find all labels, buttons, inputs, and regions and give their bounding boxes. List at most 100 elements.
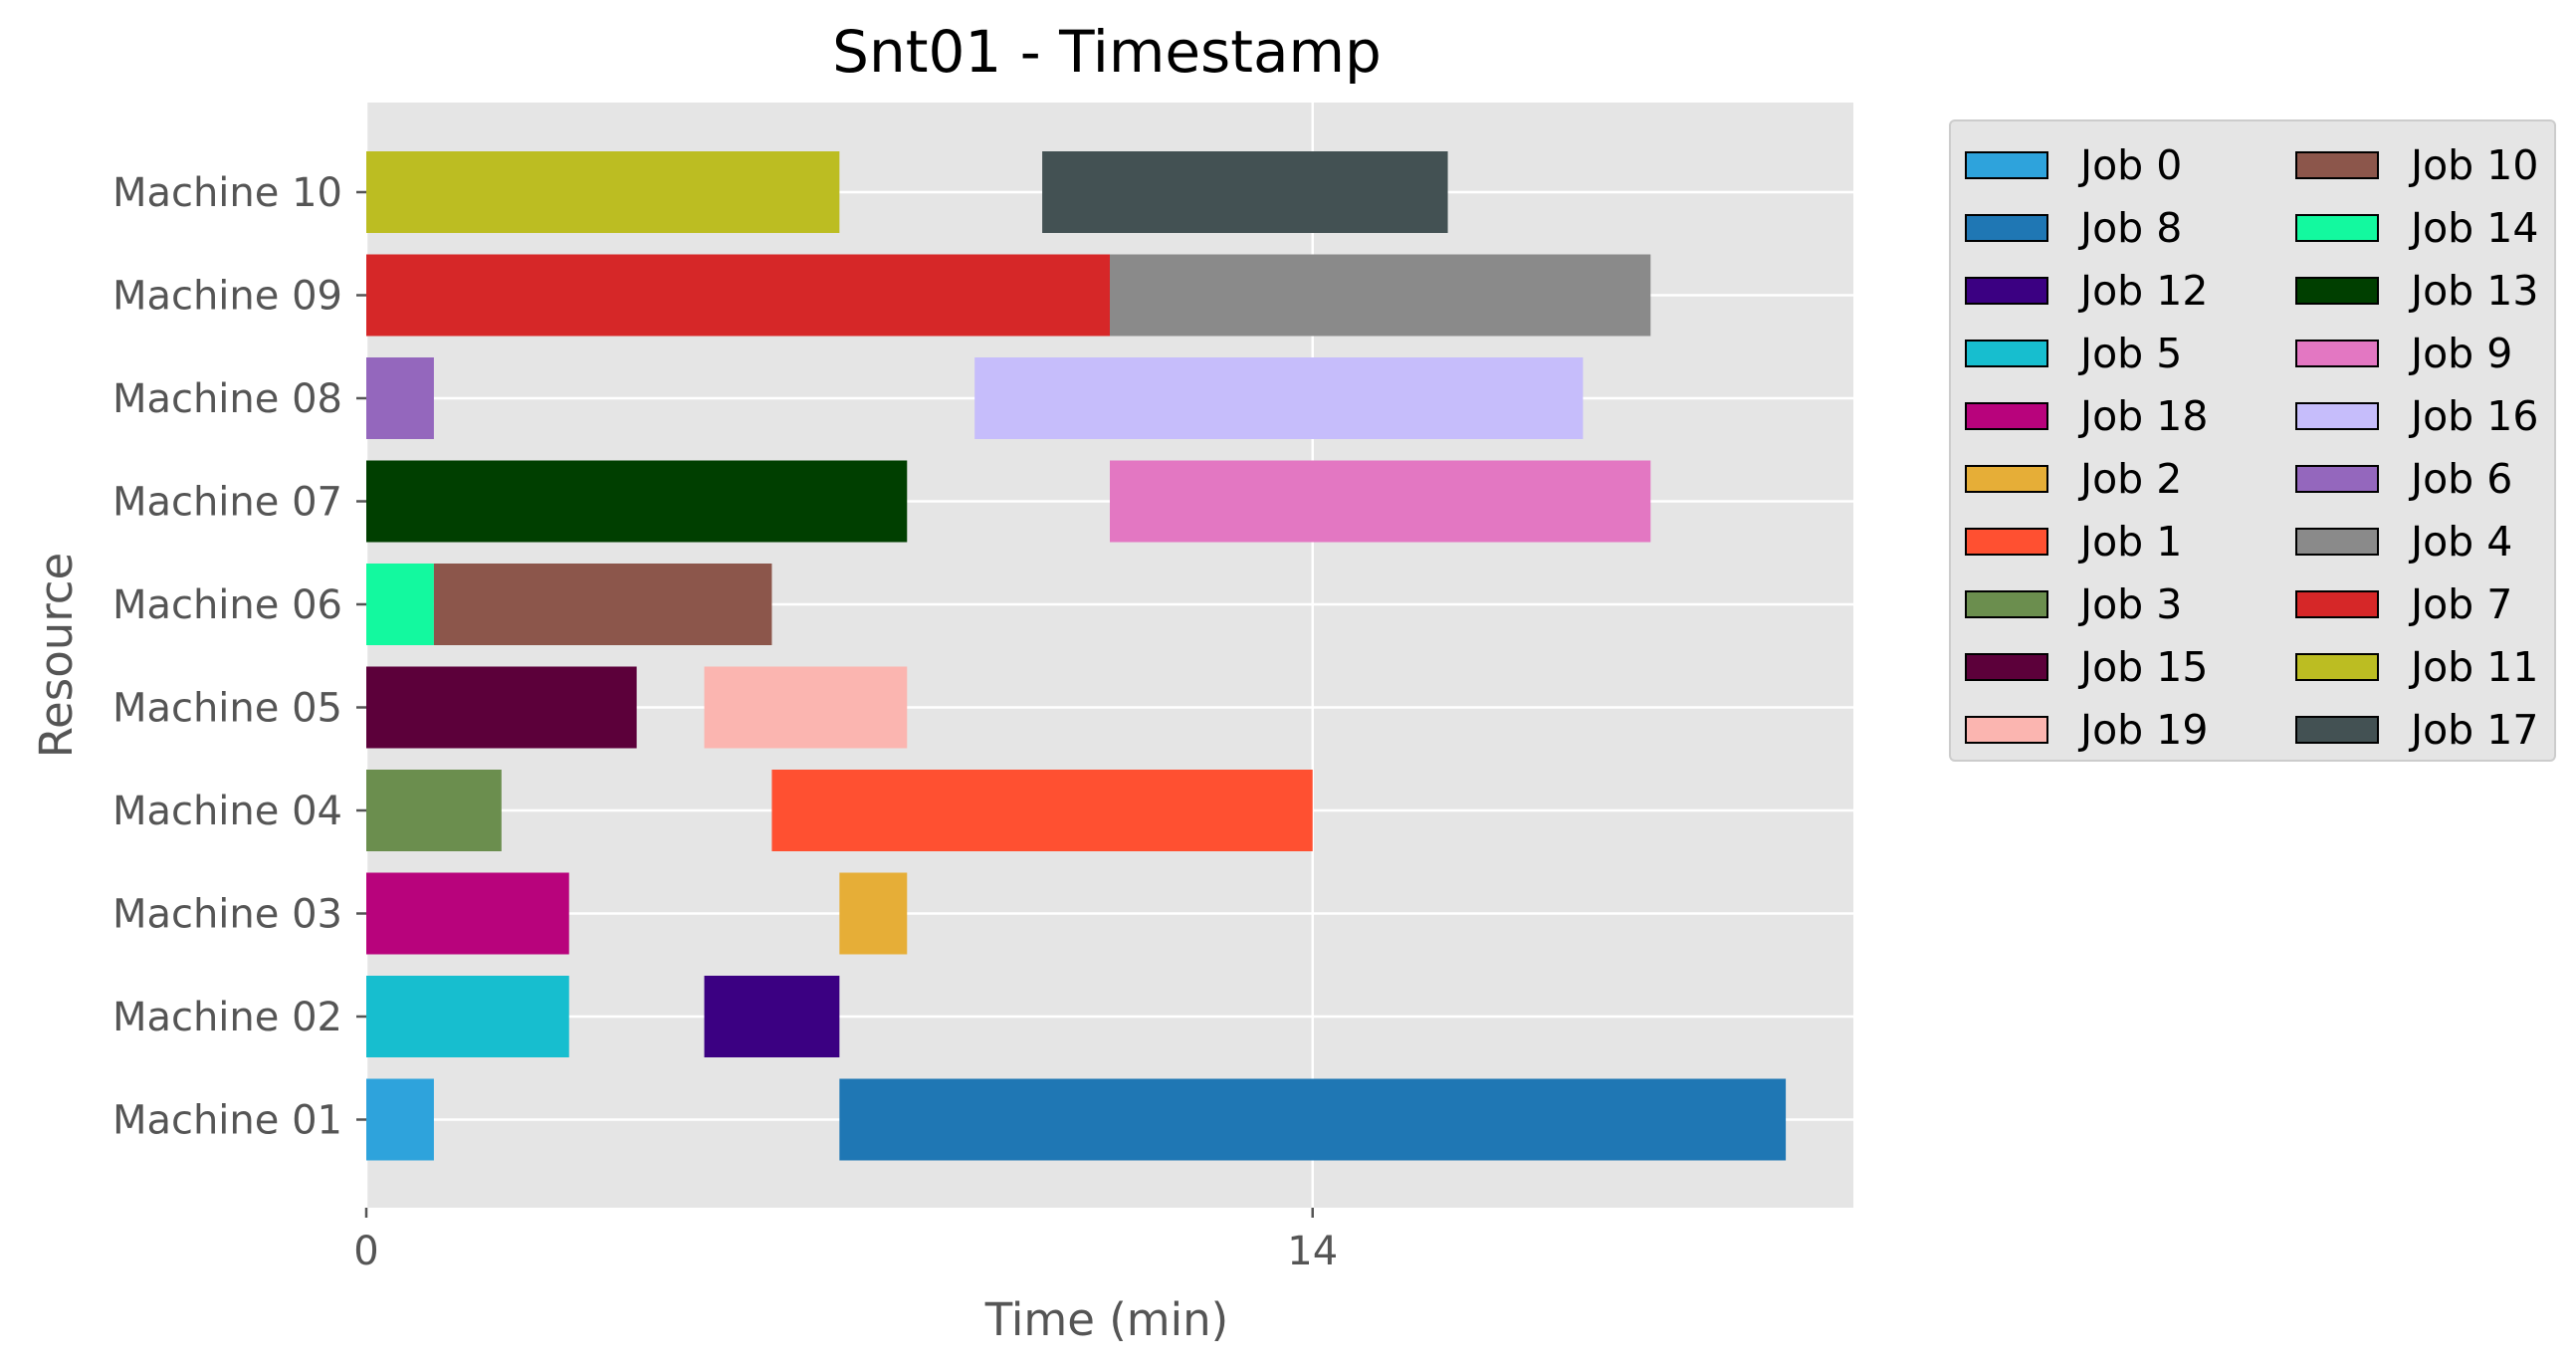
x-axis-label: Time (min) [984, 1293, 1228, 1346]
y-tick-label: Machine 04 [112, 789, 342, 834]
y-axis: Machine 01 Machine 02 Machine 03 Machine 04… [112, 170, 366, 1144]
legend-swatch [1965, 464, 2048, 493]
task-bar [704, 666, 908, 749]
y-tick-label: Machine 10 [112, 170, 342, 216]
legend-label: Job 8 [2080, 203, 2183, 252]
legend-label: Job 5 [2080, 329, 2183, 377]
y-tick-label: Machine 06 [112, 582, 342, 628]
legend-label: Job 1 [2080, 517, 2183, 566]
y-tick-label: Machine 09 [112, 274, 342, 320]
legend-item: Job 19 [1965, 698, 2295, 761]
task-bar [366, 151, 840, 233]
legend: Job 0 Job 8 Job 12 Job 5 Job 18 Job 2 Job 1 Job… [1949, 119, 2556, 762]
legend-item: Job 9 [2295, 322, 2566, 384]
legend-item: Job 14 [2295, 196, 2566, 259]
task-bar [366, 460, 908, 543]
task-bar [366, 357, 434, 439]
legend-label: Job 3 [2080, 579, 2183, 628]
legend-label: Job 14 [2411, 203, 2539, 252]
legend-label: Job 18 [2080, 391, 2209, 440]
x-axis: 0 14 [353, 1208, 1338, 1274]
task-bar [366, 564, 434, 645]
chart-title: Snt01 - Timestamp [832, 18, 1382, 86]
task-bar [839, 872, 908, 955]
legend-item: Job 16 [2295, 384, 2566, 447]
legend-item: Job 2 [1965, 447, 2295, 510]
task-bar [366, 872, 569, 955]
task-bar [433, 564, 772, 645]
legend-swatch [2295, 715, 2379, 744]
x-tick-label: 0 [353, 1229, 378, 1274]
legend-label: Job 12 [2080, 266, 2209, 315]
legend-item: Job 1 [1965, 510, 2295, 572]
task-bar [839, 1078, 1787, 1161]
y-axis-label: Resource [30, 553, 83, 758]
legend-item: Job 13 [2295, 259, 2566, 322]
legend-swatch [2295, 652, 2379, 681]
legend-swatch [1965, 652, 2048, 681]
task-bar [704, 976, 840, 1057]
legend-label: Job 10 [2411, 140, 2539, 189]
y-tick-label: Machine 02 [112, 995, 342, 1040]
task-bar [366, 254, 1110, 337]
legend-swatch [1965, 213, 2048, 242]
legend-swatch [1965, 276, 2048, 305]
legend-label: Job 7 [2411, 579, 2513, 628]
legend-swatch [2295, 213, 2379, 242]
legend-label: Job 4 [2411, 517, 2513, 566]
legend-label: Job 13 [2411, 266, 2539, 315]
y-tick-label: Machine 08 [112, 376, 342, 422]
legend-swatch [1965, 401, 2048, 430]
y-tick-label: Machine 05 [112, 686, 342, 732]
task-bar [366, 666, 637, 749]
y-tick-label: Machine 03 [112, 892, 342, 938]
legend-item: Job 15 [1965, 635, 2295, 698]
task-bar [366, 976, 569, 1057]
legend-item: Job 10 [2295, 133, 2566, 196]
x-tick-label: 14 [1287, 1229, 1338, 1274]
task-bar [366, 770, 502, 851]
legend-label: Job 11 [2411, 642, 2539, 691]
task-bar [366, 1078, 434, 1161]
legend-swatch [2295, 339, 2379, 367]
legend-item: Job 8 [1965, 196, 2295, 259]
legend-swatch [2295, 527, 2379, 556]
legend-item: Job 7 [2295, 572, 2566, 635]
legend-item: Job 18 [1965, 384, 2295, 447]
legend-swatch [1965, 527, 2048, 556]
task-bar [1042, 151, 1448, 233]
task-bar [1110, 254, 1651, 337]
legend-swatch [1965, 339, 2048, 367]
legend-item: Job 0 [1965, 133, 2295, 196]
legend-item: Job 3 [1965, 572, 2295, 635]
legend-label: Job 9 [2411, 329, 2513, 377]
legend-item: Job 17 [2295, 698, 2566, 761]
legend-swatch [1965, 715, 2048, 744]
legend-label: Job 6 [2411, 454, 2513, 503]
legend-label: Job 17 [2411, 705, 2539, 754]
legend-swatch [2295, 464, 2379, 493]
task-bar [974, 357, 1584, 439]
legend-label: Job 0 [2080, 140, 2183, 189]
legend-item: Job 6 [2295, 447, 2566, 510]
y-tick-label: Machine 07 [112, 480, 342, 526]
legend-swatch [2295, 150, 2379, 179]
task-bar [1110, 460, 1651, 543]
legend-label: Job 16 [2411, 391, 2539, 440]
legend-label: Job 15 [2080, 642, 2209, 691]
legend-label: Job 19 [2080, 705, 2209, 754]
legend-swatch [1965, 589, 2048, 618]
legend-swatch [1965, 150, 2048, 179]
legend-item: Job 12 [1965, 259, 2295, 322]
legend-item: Job 11 [2295, 635, 2566, 698]
legend-swatch [2295, 401, 2379, 430]
legend-item: Job 5 [1965, 322, 2295, 384]
legend-swatch [2295, 589, 2379, 618]
task-bar [771, 770, 1313, 851]
legend-item: Job 4 [2295, 510, 2566, 572]
legend-swatch [2295, 276, 2379, 305]
y-tick-label: Machine 01 [112, 1098, 342, 1144]
legend-label: Job 2 [2080, 454, 2183, 503]
task-bars [366, 151, 1787, 1161]
